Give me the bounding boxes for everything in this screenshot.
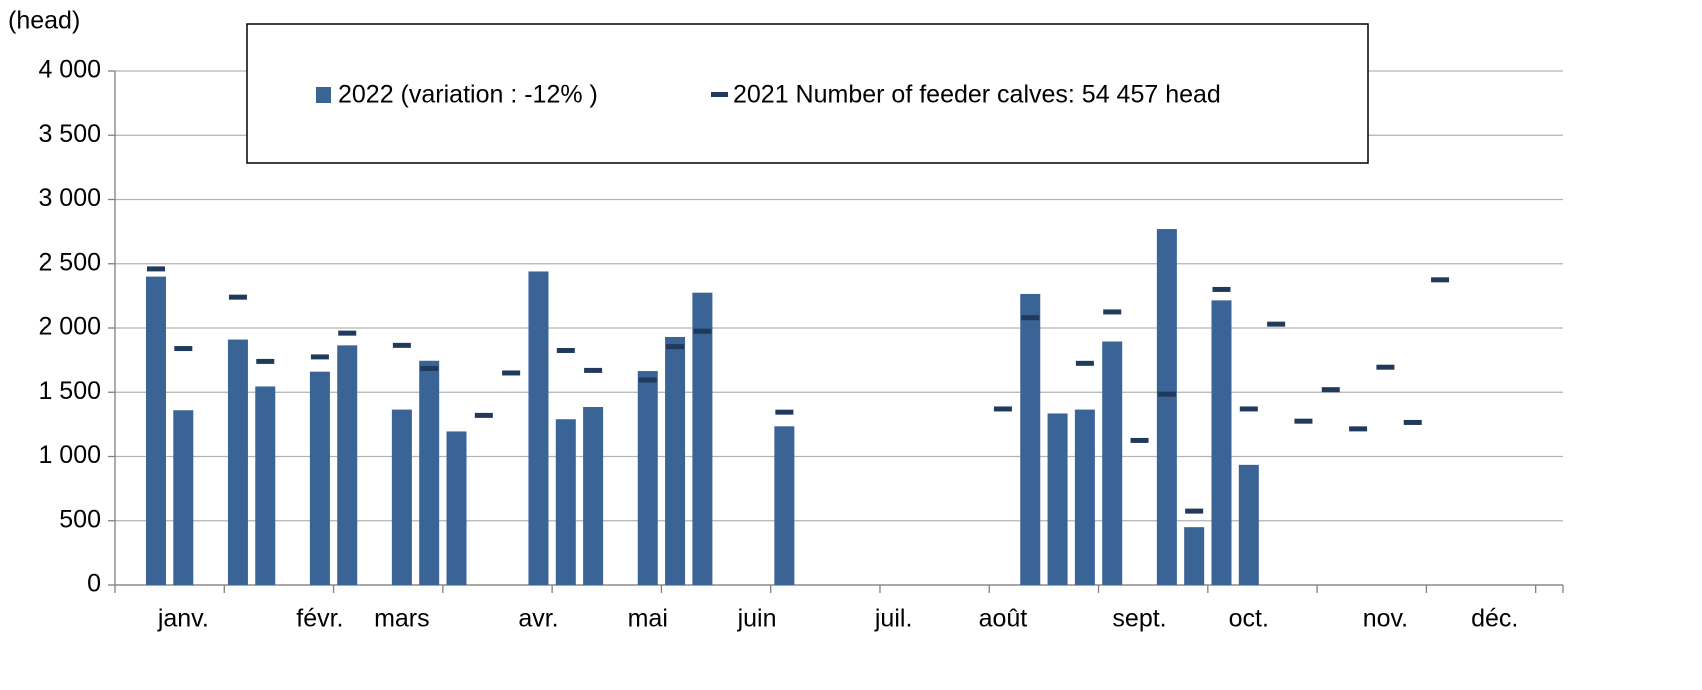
bar [1020,293,1041,585]
bar [1074,409,1095,585]
x-tick-label: mars [374,605,430,633]
x-tick-label: mai [628,605,668,633]
marker [1349,426,1368,432]
bar [173,410,194,585]
marker [420,365,439,371]
bar [309,371,330,585]
y-axis-label: (head) [8,7,80,35]
marker [993,406,1012,412]
bar [391,409,412,585]
legend-swatch [711,92,728,97]
x-tick-label: juin [737,605,777,633]
y-tick-label: 1 000 [38,441,101,469]
marker [1431,277,1450,283]
bar [1184,527,1205,585]
bar [555,419,576,585]
legend-label: 2021 Number of feeder calves: 54 457 hea… [733,81,1221,109]
marker [338,330,357,336]
marker [1294,418,1313,424]
bar [145,276,166,585]
bar [1102,341,1123,585]
marker [310,354,329,360]
bar [692,292,713,585]
marker [1403,419,1422,425]
marker [1212,286,1231,292]
x-tick-label: sept. [1112,605,1166,633]
x-tick-label: févr. [296,605,343,633]
marker [1103,309,1122,315]
marker [174,346,193,352]
y-tick-label: 1 500 [38,377,101,405]
bar [528,271,549,585]
marker [1239,406,1258,412]
marker [584,367,603,373]
y-tick-label: 3 000 [38,184,101,212]
marker [256,358,275,364]
marker [392,342,411,348]
x-tick-label: déc. [1471,605,1518,633]
bar [1047,413,1068,585]
marker [1130,437,1149,443]
x-tick-label: avr. [518,605,558,633]
bar [774,426,795,585]
marker [1021,315,1040,321]
marker [556,347,575,353]
marker [228,294,247,300]
marker [502,370,521,376]
y-tick-label: 500 [59,505,101,533]
bar [255,386,276,585]
marker [1321,387,1340,393]
x-tick-label: juil. [874,605,913,633]
marker [775,409,794,415]
bar [583,407,604,585]
y-tick-label: 4 000 [38,56,101,84]
marker [146,266,165,272]
legend-label: 2022 (variation : -12% ) [338,81,598,109]
bar [665,336,686,585]
x-tick-label: oct. [1229,605,1269,633]
bar [227,339,248,585]
marker [1267,321,1286,327]
bar [1238,464,1259,585]
y-tick-label: 2 000 [38,313,101,341]
legend-box [246,23,1369,164]
marker [1185,508,1204,514]
x-tick-label: août [979,605,1028,633]
marker [474,412,493,418]
bar [419,360,440,585]
y-tick-label: 3 500 [38,120,101,148]
marker [638,377,657,383]
bar [1211,300,1232,585]
bar [446,431,467,585]
bar [337,345,358,585]
y-tick-label: 2 500 [38,248,101,276]
marker [1157,391,1176,397]
legend-swatch [316,87,331,103]
marker [1376,364,1395,370]
marker [666,344,685,350]
marker [1075,360,1094,366]
x-tick-label: nov. [1363,605,1408,633]
x-tick-label: janv. [157,605,209,633]
y-tick-label: 0 [87,570,101,598]
bar [637,371,658,585]
bar [1156,229,1177,585]
marker [693,328,712,334]
